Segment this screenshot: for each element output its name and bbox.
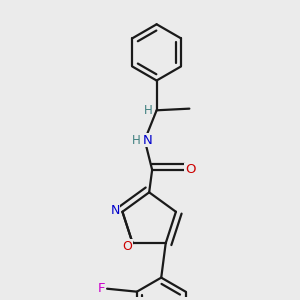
Text: N: N: [143, 134, 153, 147]
Text: N: N: [110, 204, 120, 217]
Text: O: O: [185, 164, 195, 176]
Text: H: H: [132, 134, 141, 147]
Text: F: F: [98, 282, 105, 295]
Text: H: H: [144, 104, 153, 117]
Text: O: O: [122, 240, 132, 253]
